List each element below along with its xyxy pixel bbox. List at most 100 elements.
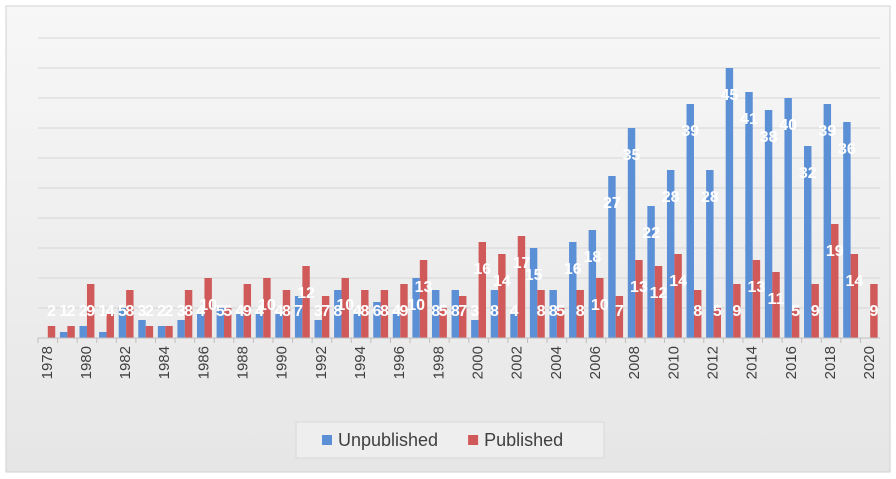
x-tick-label: 1980 (78, 346, 95, 379)
bar (59, 332, 68, 338)
data-label: 3 (470, 303, 479, 320)
bar (392, 314, 401, 338)
bar (831, 224, 839, 338)
bar (870, 284, 878, 338)
data-label: 2 (157, 303, 166, 320)
x-tick-label: 2002 (509, 346, 526, 379)
bar (451, 290, 459, 338)
data-label: 41 (740, 111, 758, 128)
data-label: 8 (380, 303, 389, 320)
data-label: 38 (760, 129, 778, 146)
legend-label: Unpublished (338, 430, 438, 450)
data-label: 4 (353, 303, 362, 320)
data-label: 1 (98, 303, 107, 320)
bar (67, 326, 75, 338)
bar (725, 68, 734, 338)
x-tick-label: 2006 (587, 346, 604, 379)
data-label: 10 (199, 297, 217, 314)
bar (145, 326, 154, 338)
data-label: 9 (869, 303, 878, 320)
bar (373, 302, 381, 338)
x-tick-label: 2010 (665, 346, 682, 379)
bar (811, 284, 819, 338)
x-tick-label: 1984 (156, 346, 173, 379)
data-label: 4 (255, 303, 264, 320)
legend-swatch (322, 435, 332, 445)
bar (752, 260, 761, 338)
data-label: 4 (106, 303, 115, 320)
bar (236, 314, 244, 338)
data-label: 2 (145, 303, 154, 320)
bar (341, 278, 349, 338)
bar (302, 266, 310, 338)
x-tick-label: 1986 (195, 346, 212, 379)
bar (843, 122, 851, 338)
bar (596, 278, 604, 338)
bar (353, 314, 362, 338)
data-label: 45 (721, 87, 739, 104)
bar (197, 314, 205, 338)
bar (334, 290, 342, 338)
data-label: 12 (650, 285, 668, 302)
data-label: 9 (732, 303, 741, 320)
bar (224, 308, 232, 338)
data-label: 8 (125, 303, 134, 320)
bar (157, 326, 166, 338)
data-label: 3 (314, 303, 323, 320)
data-label: 15 (525, 267, 543, 284)
data-label: 28 (701, 189, 719, 206)
data-label: 13 (415, 279, 433, 296)
data-label: 39 (818, 123, 836, 140)
legend-box (295, 421, 605, 459)
data-label: 32 (799, 165, 817, 182)
data-label: 1 (59, 303, 68, 320)
bar (255, 314, 264, 338)
bar (850, 254, 859, 338)
x-tick-label: 1996 (391, 346, 408, 379)
bar (627, 128, 636, 338)
data-label: 39 (681, 123, 699, 140)
bar (517, 236, 526, 338)
data-label: 6 (373, 303, 382, 320)
bar (608, 176, 616, 338)
data-label: 8 (693, 303, 702, 320)
data-label: 9 (86, 303, 95, 320)
bar (772, 272, 780, 338)
data-label: 14 (669, 273, 687, 290)
bar (184, 290, 193, 338)
bar (635, 260, 643, 338)
data-label: 9 (811, 303, 820, 320)
x-tick-label: 2008 (626, 346, 643, 379)
x-tick-label: 1998 (430, 346, 447, 379)
data-label: 8 (360, 303, 369, 320)
bar (294, 296, 303, 338)
data-label: 7 (615, 303, 624, 320)
bar (745, 92, 753, 338)
data-label: 36 (838, 141, 856, 158)
data-label: 4 (196, 303, 205, 320)
bar (400, 284, 408, 338)
data-label: 13 (630, 279, 648, 296)
legend-label: Published (484, 430, 563, 450)
data-label: 7 (294, 303, 303, 320)
bar (674, 254, 682, 338)
data-label: 28 (662, 189, 680, 206)
bar (804, 146, 812, 338)
data-label: 8 (451, 303, 460, 320)
data-label: 8 (431, 303, 440, 320)
plot-area: 1 2 1 5 3 2 3 4 5 4 4 4 7 3 8 4 6 4 10 8 8 3 8 4158161827352228… (37, 37, 880, 459)
bar (706, 170, 714, 338)
data-label: 40 (779, 117, 797, 134)
bar (764, 110, 773, 338)
data-label: 8 (333, 303, 342, 320)
x-tick-label: 2014 (744, 346, 761, 379)
data-label: 16 (473, 261, 491, 278)
bar (784, 98, 792, 338)
bar (79, 326, 87, 338)
bar (275, 314, 283, 338)
data-label: 2 (47, 303, 56, 320)
bar (165, 326, 173, 338)
bar (549, 290, 557, 338)
